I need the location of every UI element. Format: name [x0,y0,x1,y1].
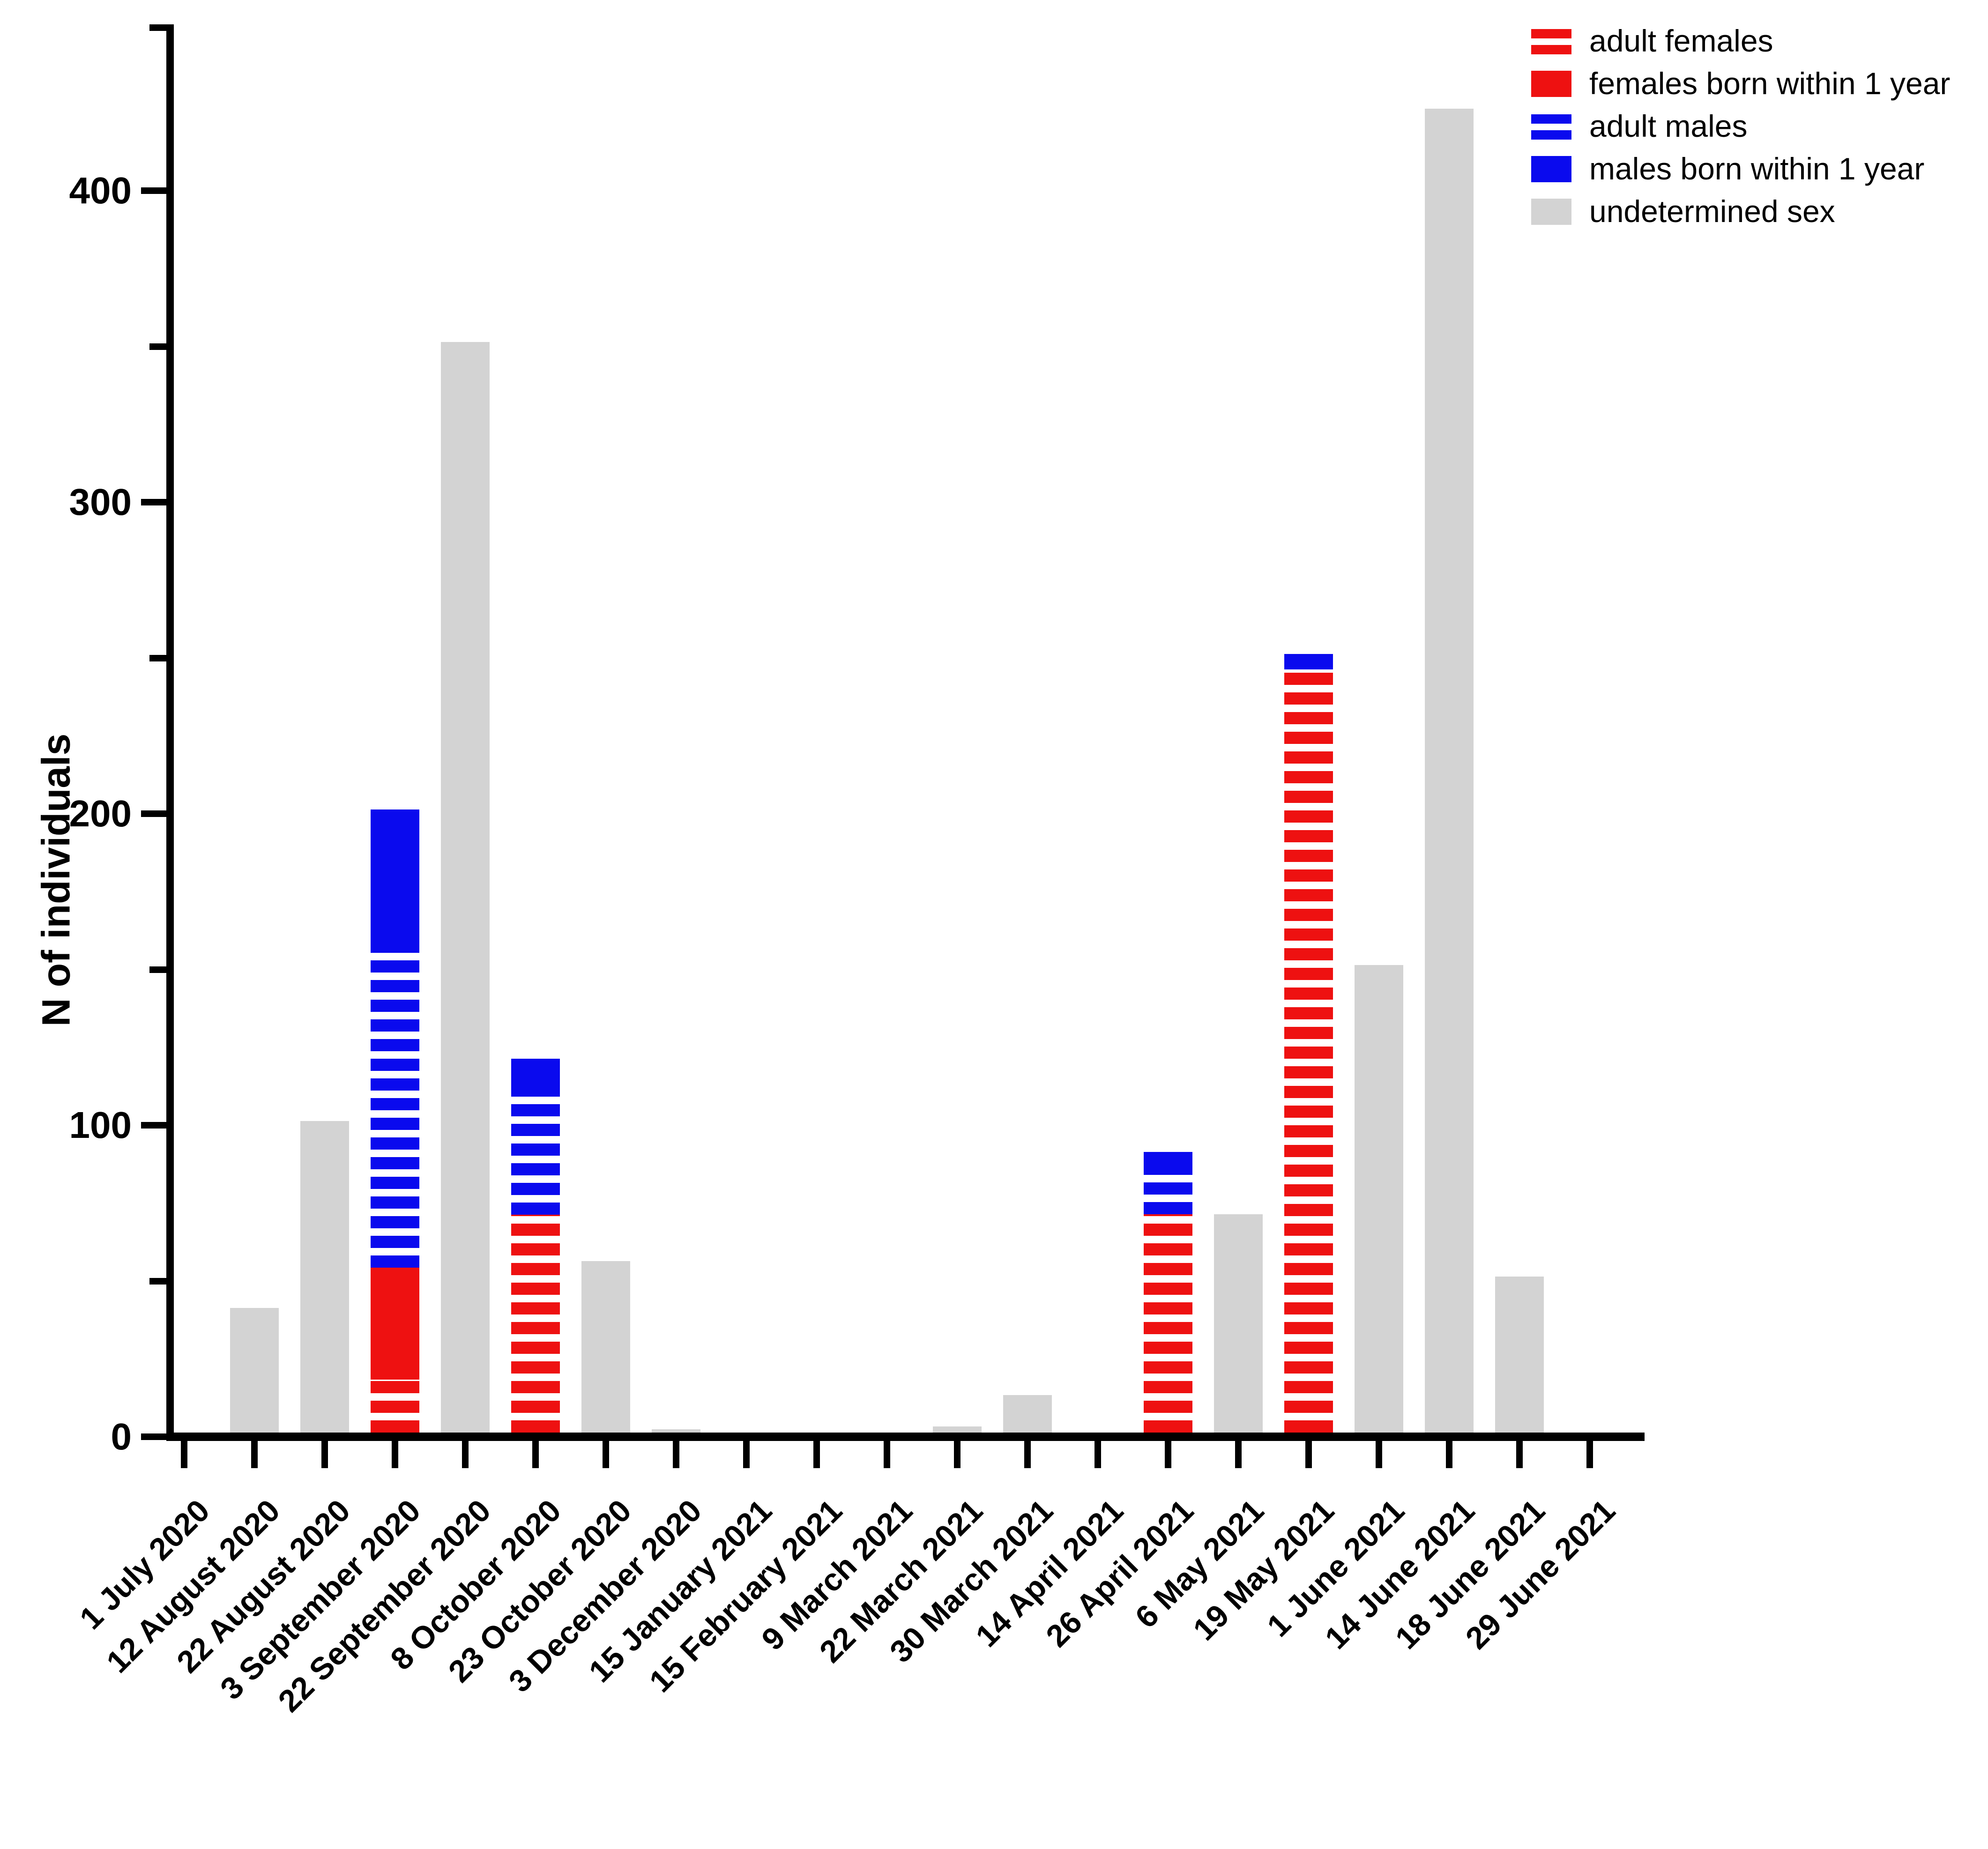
bar-segment-undetermined-sex [1425,109,1474,1433]
y-axis-major-tick [141,810,166,817]
legend-swatch-solid-icon [1531,156,1571,182]
y-axis-tick-label: 100 [69,1104,132,1146]
x-axis-tick [462,1441,469,1468]
y-axis-major-tick [141,1433,166,1440]
x-axis-tick [1446,1441,1452,1468]
x-axis-tick [251,1441,258,1468]
y-axis-tick-label: 300 [69,481,132,523]
bar-segment-adult-males [511,1090,560,1215]
y-axis-minor-tick [149,343,166,350]
legend-label: males born within 1 year [1589,151,1925,186]
y-axis-tick-label: 0 [111,1416,132,1457]
bar-segment-males-born-within-1-year [1144,1152,1192,1167]
y-axis-title: N of individuals [34,733,78,1027]
x-axis-tick [1516,1441,1523,1468]
bar-stack [1355,965,1403,1433]
bar-stack [652,1429,700,1433]
x-axis-tick [884,1441,890,1468]
x-axis-tick [1305,1441,1312,1468]
bar-segment-adult-males [371,947,419,1268]
bar-segment-adult-males [1144,1167,1192,1214]
bar-segment-adult-females [1284,669,1333,1433]
x-axis-tick [743,1441,750,1468]
bar-stack [511,1058,560,1433]
x-axis-tick [1586,1441,1593,1468]
bar-stack [300,1121,349,1433]
bar-segment-adult-females [1144,1214,1192,1433]
legend-swatch-solid-icon [1531,199,1571,225]
bar-segment-adult-females [511,1214,560,1433]
bar-stack [1284,653,1333,1433]
bar-segment-undetermined-sex [1003,1395,1052,1433]
bar-segment-undetermined-sex [1214,1214,1263,1433]
x-axis-tick [813,1441,820,1468]
y-axis-line [166,24,174,1441]
bar-segment-undetermined-sex [230,1308,279,1433]
x-axis-tick [181,1441,187,1468]
bar-stack [1144,1152,1192,1433]
x-axis-tick [321,1441,328,1468]
legend-label: females born within 1 year [1589,66,1951,101]
x-axis-tick [603,1441,609,1468]
bar-stack [1003,1395,1052,1433]
bar-stack [371,809,419,1433]
y-axis-minor-tick [149,966,166,973]
legend-swatch-solid-icon [1531,71,1571,97]
x-axis-tick [1235,1441,1242,1468]
x-axis-tick [1376,1441,1382,1468]
bar-segment-undetermined-sex [300,1121,349,1433]
bar-segment-males-born-within-1-year [371,809,419,947]
stacked-bar-chart: N of individuals 0 100 200 300 400 1 July 202… [34,23,1951,1719]
x-axis-line [166,1433,1645,1441]
y-axis-tick-label: 400 [69,170,132,211]
x-axis-tick [1095,1441,1101,1468]
legend-swatch-striped-icon [1531,28,1571,54]
y-axis-end-tick [149,24,166,31]
y-axis-major-tick [141,187,166,194]
bar-stack [581,1261,630,1433]
x-axis-tick [673,1441,679,1468]
x-axis-tick [1024,1441,1031,1468]
y-axis-major-tick [141,1122,166,1129]
bar-segment-undetermined-sex [441,342,490,1433]
bar-segment-adult-females [371,1380,419,1433]
bar-stack [933,1426,982,1433]
bar-segment-undetermined-sex [1495,1277,1544,1433]
x-axis-tick [392,1441,398,1468]
bar-stack [1495,1277,1544,1433]
bar-segment-males-born-within-1-year [1284,654,1333,669]
bar-segment-undetermined-sex [933,1426,982,1433]
bar-segment-undetermined-sex [652,1429,700,1433]
x-axis-tick [532,1441,539,1468]
y-axis-tick-label: 200 [69,793,132,834]
legend-label: adult females [1589,23,1773,58]
bar-stack [441,342,490,1433]
bar-stack [1425,109,1474,1433]
bar-stack [230,1308,279,1433]
legend-label: adult males [1589,109,1748,143]
legend-swatch-striped-icon [1531,113,1571,140]
bar-stack [1214,1214,1263,1433]
bar-segment-females-born-within-1-year [371,1268,419,1380]
bar-segment-undetermined-sex [581,1261,630,1433]
bar-segment-males-born-within-1-year [511,1058,560,1090]
y-axis-major-tick [141,499,166,505]
bar-segment-undetermined-sex [1355,965,1403,1433]
x-axis-tick [954,1441,960,1468]
legend-label: undetermined sex [1589,194,1835,229]
x-axis-tick [1165,1441,1171,1468]
y-axis-minor-tick [149,654,166,661]
y-axis-minor-tick [149,1277,166,1285]
